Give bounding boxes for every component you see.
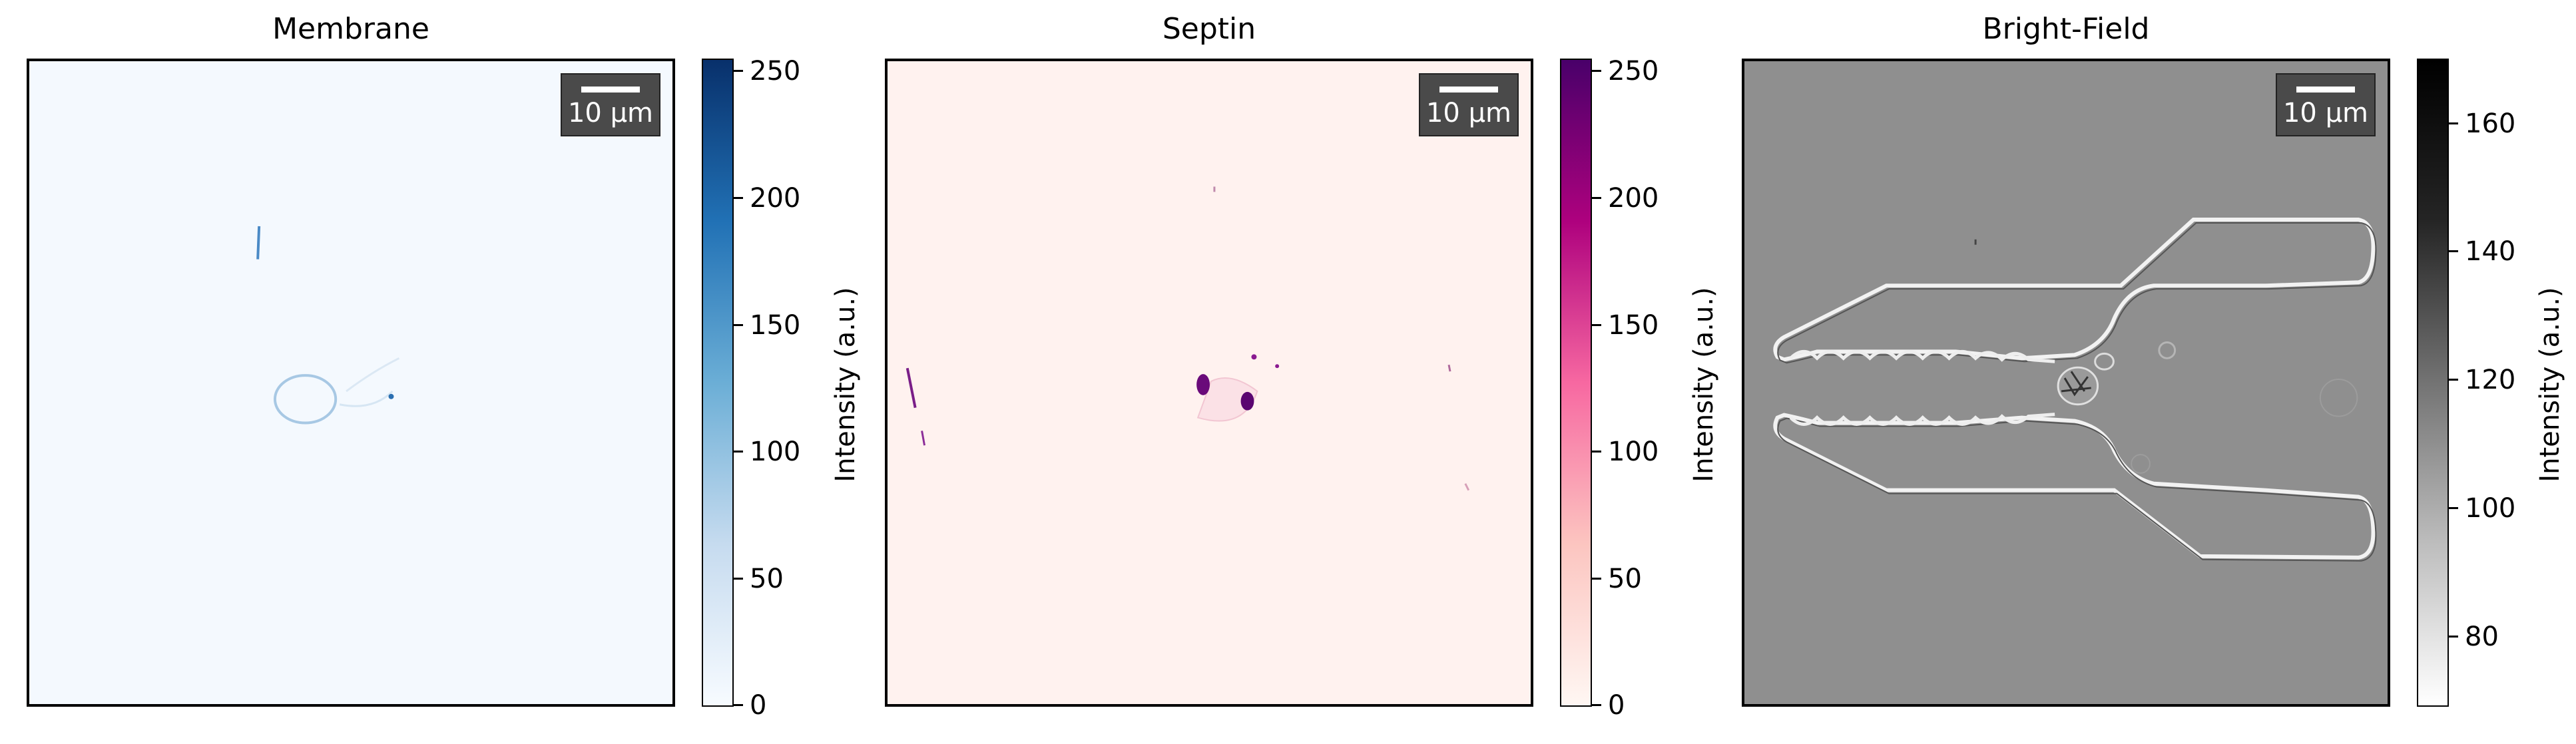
brightfield-colorbar [2417,59,2449,707]
septin-micrograph [888,61,1531,704]
scale-bar-line [581,87,640,93]
brightfield-scale-bar: 10 µm [2276,73,2376,136]
membrane-title: Membrane [272,12,429,46]
cbar-tick-label: 0 [1608,690,1625,721]
cbar-tick-label: 150 [1608,310,1659,341]
cbar-tick-label: 50 [750,564,784,594]
membrane-scale-bar: 10 µm [561,73,660,136]
brightfield-micrograph [1744,61,2388,704]
septin-colorbar-label: Intensity (a.u.) [1688,287,1719,482]
scale-bar-label: 10 µm [1425,98,1512,128]
scale-bar-label: 10 µm [2282,98,2369,128]
septin-colorbar [1560,59,1592,707]
cbar-tick-label: 0 [750,690,767,721]
brightfield-title: Bright-Field [1982,12,2150,46]
cbar-tick-label: 120 [2465,365,2516,395]
cbar-tick-label: 100 [750,437,801,467]
cbar-tick-label: 100 [2465,493,2516,524]
cbar-tick-label: 50 [1608,564,1642,594]
cbar-tick-label: 160 [2465,108,2516,139]
membrane-micrograph [29,61,672,704]
cbar-tick-label: 200 [1608,183,1659,214]
membrane-colorbar [702,59,734,707]
scale-bar-label: 10 µm [567,98,654,128]
membrane-colorbar-label: Intensity (a.u.) [830,287,861,482]
scale-bar-line [1439,87,1498,93]
cbar-tick-label: 250 [750,56,801,87]
cbar-tick-label: 250 [1608,56,1659,87]
brightfield-colorbar-label: Intensity (a.u.) [2535,287,2565,482]
septin-scale-bar: 10 µm [1419,73,1519,136]
scale-bar-line [2296,87,2355,93]
brightfield-image: 10 µm [1742,59,2390,707]
cbar-tick-label: 140 [2465,236,2516,267]
cbar-tick-label: 200 [750,183,801,214]
septin-image: 10 µm [885,59,1533,707]
cbar-tick-label: 150 [750,310,801,341]
septin-title: Septin [1162,12,1256,46]
cbar-tick-label: 100 [1608,437,1659,467]
cell-clump [2057,352,2115,406]
membrane-image: 10 µm [27,59,675,707]
cbar-tick-label: 80 [2465,622,2499,652]
